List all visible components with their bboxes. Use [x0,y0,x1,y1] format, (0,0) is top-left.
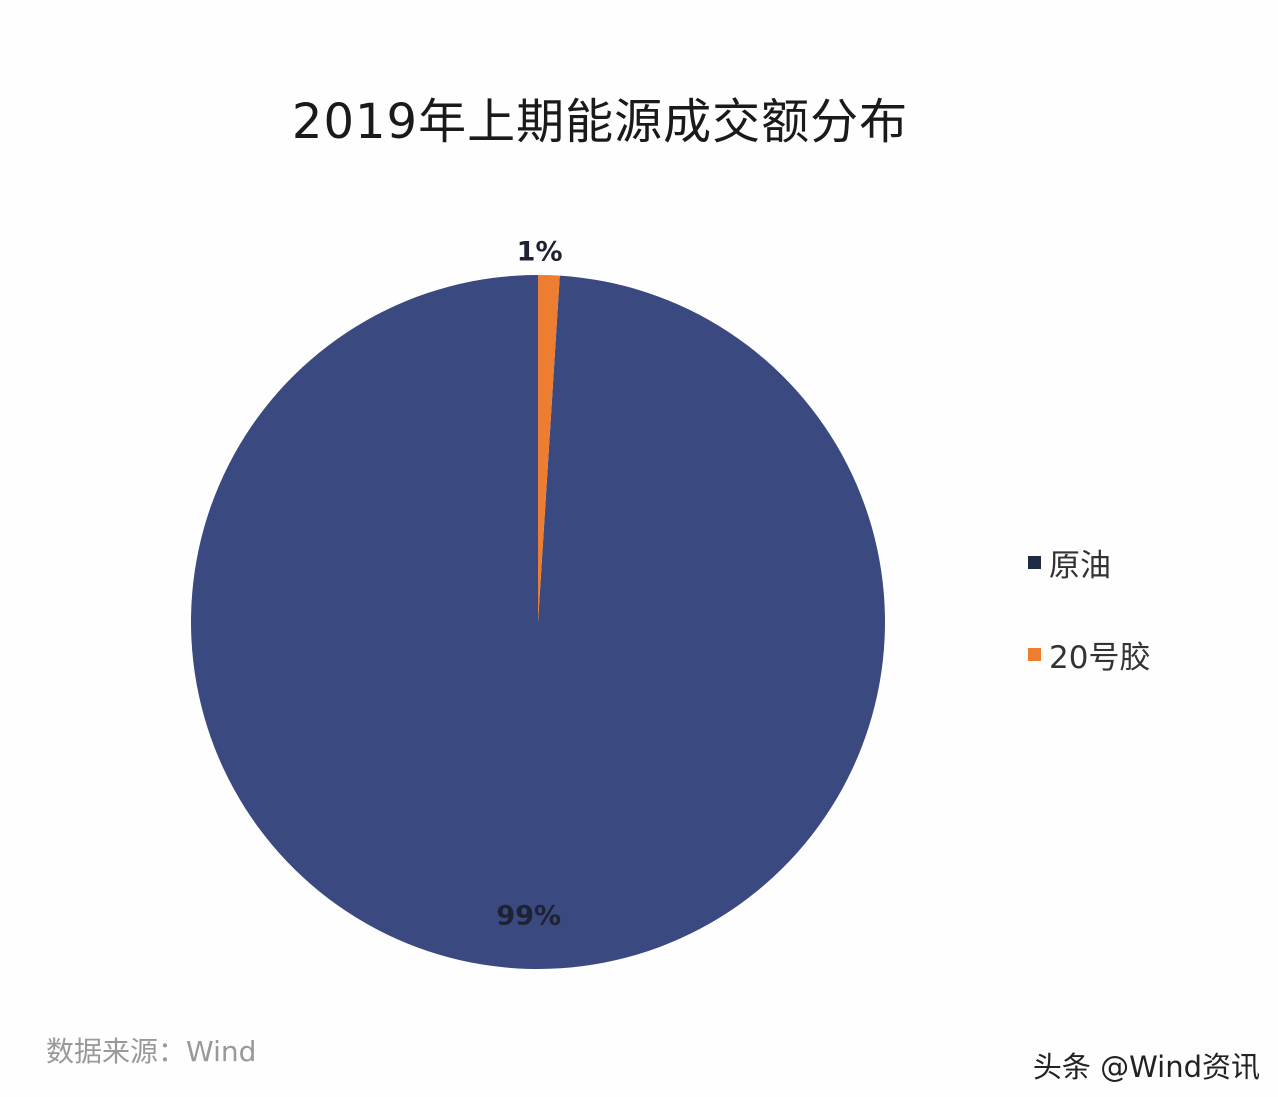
data-label-crude-oil: 99% [496,900,561,931]
legend-swatch-crude-oil [1028,555,1041,569]
pie-slice-rubber [538,275,560,622]
legend: 原油 20号胶 [1028,538,1150,722]
data-source-note: 数据来源：Wind [46,1035,257,1068]
legend-label-crude-oil: 原油 [1049,547,1111,584]
legend-item: 20号胶 [1028,630,1150,678]
chart-title: 2019年上期能源成交额分布 [291,94,909,150]
legend-label-rubber: 20号胶 [1049,639,1151,676]
legend-swatch-rubber [1028,647,1041,661]
data-label-rubber: 1% [517,237,563,268]
watermark: 头条 @Wind资讯 [1032,1050,1260,1084]
legend-item: 原油 [1028,538,1150,586]
